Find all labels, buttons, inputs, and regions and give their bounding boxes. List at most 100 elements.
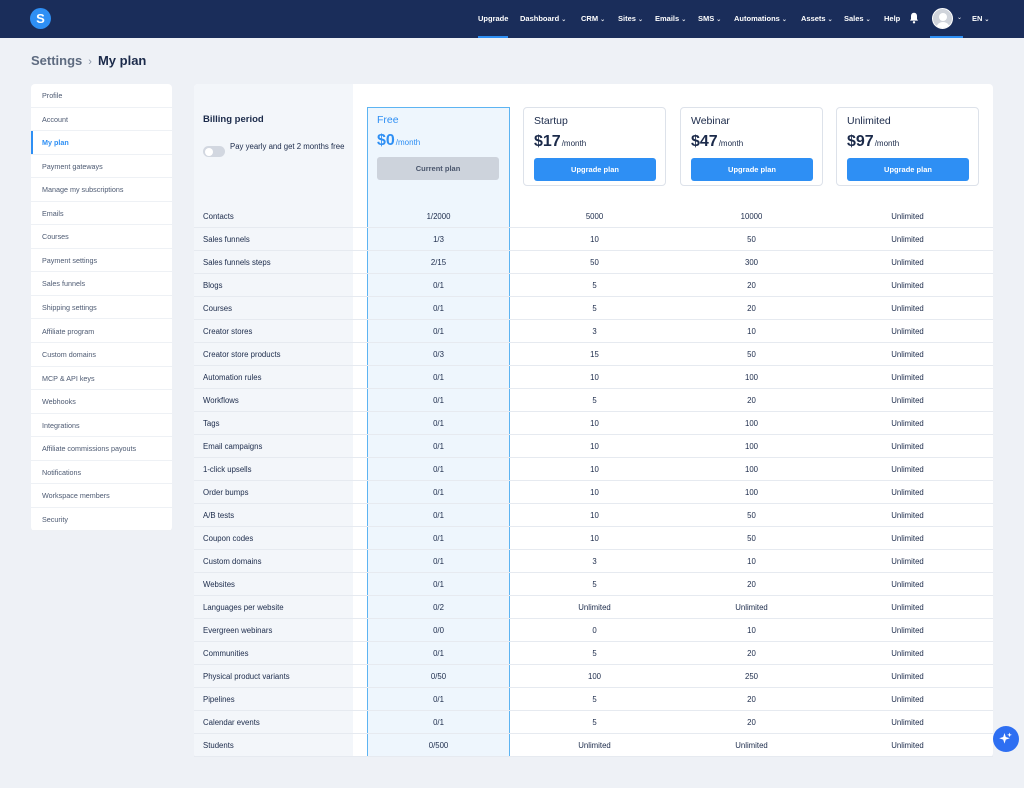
feature-value-unlimited: Unlimited — [891, 557, 924, 566]
feature-label-column — [194, 84, 353, 757]
sidebar-item-webhooks[interactable]: Webhooks — [31, 390, 172, 414]
feature-value-unlimited: Unlimited — [891, 373, 924, 382]
settings-sidebar: Profile Account My plan Payment gateways Man… — [31, 84, 172, 532]
avatar[interactable] — [932, 8, 953, 29]
plan-card-webinar: Webinar $47/month Upgrade plan — [680, 107, 823, 186]
plan-name: Startup — [534, 115, 568, 127]
plan-price: $17/month — [534, 133, 586, 151]
feature-value-free: 0/1 — [433, 304, 444, 313]
feature-value-free: 0/1 — [433, 442, 444, 451]
feature-value-free: 1/2000 — [426, 212, 451, 221]
feature-value-startup: 10 — [590, 419, 599, 428]
plan-name: Unlimited — [847, 115, 891, 127]
nav-emails[interactable]: Emails ⌄ — [655, 14, 687, 23]
nav-help[interactable]: Help — [884, 14, 901, 23]
plan-card-startup: Startup $17/month Upgrade plan — [523, 107, 666, 186]
sidebar-item-security[interactable]: Security — [31, 508, 172, 532]
bell-icon[interactable] — [909, 12, 919, 24]
feature-value-free: 0/1 — [433, 557, 444, 566]
feature-value-free: 0/1 — [433, 373, 444, 382]
feature-value-free: 0/2 — [433, 603, 444, 612]
feature-value-unlimited: Unlimited — [891, 396, 924, 405]
user-menu[interactable]: ⌄ — [930, 0, 963, 38]
feature-label: Creator store products — [203, 350, 281, 359]
feature-label: Creator stores — [203, 327, 253, 336]
feature-value-webinar: 250 — [744, 672, 758, 681]
feature-label: Calendar events — [203, 718, 260, 727]
nav-crm[interactable]: CRM ⌄ — [581, 14, 606, 23]
sidebar-item-integrations[interactable]: Integrations — [31, 414, 172, 438]
sidebar-item-manage-my-subscriptions[interactable]: Manage my subscriptions — [31, 178, 172, 202]
table-row: Calendar events 0/1 5 20 Unlimited — [194, 711, 993, 734]
sidebar-item-emails[interactable]: Emails — [31, 202, 172, 226]
table-row: Order bumps 0/1 10 100 Unlimited — [194, 481, 993, 504]
plan-name: Free — [377, 114, 399, 126]
nav-sales[interactable]: Sales ⌄ — [844, 14, 871, 23]
sidebar-item-custom-domains[interactable]: Custom domains — [31, 343, 172, 367]
feature-value-webinar: 10 — [747, 327, 756, 336]
sidebar-item-notifications[interactable]: Notifications — [31, 461, 172, 485]
sidebar-item-shipping-settings[interactable]: Shipping settings — [31, 296, 172, 320]
feature-value-webinar: 50 — [747, 235, 756, 244]
feature-value-free: 0/1 — [433, 511, 444, 520]
feature-value-webinar: Unlimited — [735, 741, 768, 750]
feature-value-unlimited: Unlimited — [891, 672, 924, 681]
app-logo[interactable]: S — [30, 8, 51, 29]
table-row: Sales funnels steps 2/15 50 300 Unlimited — [194, 251, 993, 274]
feature-value-webinar: 100 — [744, 419, 758, 428]
feature-value-startup: 10 — [590, 488, 599, 497]
chevron-down-icon: ⌄ — [637, 17, 643, 23]
sidebar-item-payment-settings[interactable]: Payment settings — [31, 249, 172, 273]
table-row: Workflows 0/1 5 20 Unlimited — [194, 389, 993, 412]
nav-assets[interactable]: Assets ⌄ — [801, 14, 833, 23]
table-row: Students 0/500 Unlimited Unlimited Unlimited — [194, 734, 993, 757]
chevron-down-icon: ⌄ — [957, 15, 963, 21]
feature-value-startup: 5 — [592, 695, 597, 704]
upgrade-plan-button-unlimited[interactable]: Upgrade plan — [847, 158, 969, 181]
nav-sites[interactable]: Sites ⌄ — [618, 14, 643, 23]
sidebar-item-mcp-api-keys[interactable]: MCP & API keys — [31, 367, 172, 391]
feature-value-unlimited: Unlimited — [891, 350, 924, 359]
nav-automations[interactable]: Automations ⌄ — [734, 14, 787, 23]
feature-value-unlimited: Unlimited — [891, 580, 924, 589]
feature-value-free: 0/1 — [433, 396, 444, 405]
page-title: My plan — [97, 53, 147, 68]
language-selector[interactable]: EN ⌄ — [972, 14, 990, 23]
feature-value-unlimited: Unlimited — [891, 741, 924, 750]
feature-value-unlimited: Unlimited — [891, 465, 924, 474]
yearly-billing-toggle[interactable] — [203, 146, 225, 157]
feature-value-startup: 0 — [592, 626, 597, 635]
nav-dashboard[interactable]: Dashboard ⌄ — [520, 14, 567, 23]
chevron-down-icon: ⌄ — [681, 17, 687, 23]
feature-value-free: 0/1 — [433, 649, 444, 658]
feature-value-webinar: 100 — [744, 488, 758, 497]
ai-assistant-button[interactable] — [993, 726, 1019, 752]
breadcrumb-settings[interactable]: Settings — [31, 53, 83, 68]
sidebar-item-affiliate-program[interactable]: Affiliate program — [31, 320, 172, 344]
feature-value-startup: 10 — [590, 373, 599, 382]
feature-label: Email campaigns — [203, 442, 263, 451]
feature-value-webinar: 50 — [747, 350, 756, 359]
sidebar-item-payment-gateways[interactable]: Payment gateways — [31, 155, 172, 179]
plan-price-amount: $47 — [691, 133, 718, 150]
feature-value-startup: 5000 — [585, 212, 604, 221]
sidebar-item-my-plan[interactable]: My plan — [31, 131, 172, 155]
upgrade-plan-button-startup[interactable]: Upgrade plan — [534, 158, 656, 181]
feature-label: 1-click upsells — [203, 465, 252, 474]
feature-value-unlimited: Unlimited — [891, 419, 924, 428]
free-plan-column — [367, 107, 510, 757]
chevron-right-icon: › — [88, 56, 92, 68]
upgrade-plan-button-webinar[interactable]: Upgrade plan — [691, 158, 813, 181]
feature-value-free: 0/1 — [433, 419, 444, 428]
sidebar-item-courses[interactable]: Courses — [31, 225, 172, 249]
sidebar-item-workspace-members[interactable]: Workspace members — [31, 484, 172, 508]
feature-value-free: 0/3 — [433, 350, 444, 359]
sidebar-item-sales-funnels[interactable]: Sales funnels — [31, 272, 172, 296]
sidebar-item-profile[interactable]: Profile — [31, 84, 172, 108]
sidebar-item-account[interactable]: Account — [31, 108, 172, 132]
nav-upgrade[interactable]: Upgrade — [478, 0, 509, 38]
nav-sms[interactable]: SMS ⌄ — [698, 14, 722, 23]
feature-value-unlimited: Unlimited — [891, 212, 924, 221]
sidebar-item-affiliate-commissions-payouts[interactable]: Affiliate commissions payouts — [31, 437, 172, 461]
feature-value-unlimited: Unlimited — [891, 718, 924, 727]
